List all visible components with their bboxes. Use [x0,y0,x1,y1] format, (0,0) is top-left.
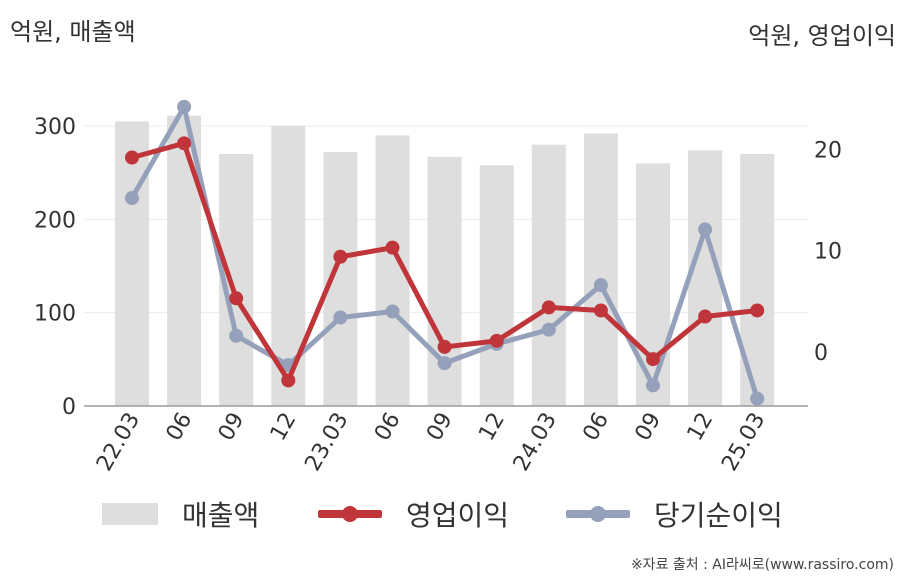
right-tick-label: 0 [814,341,828,366]
operating-income-point [177,136,192,151]
legend-marker-net [590,506,606,522]
x-tick-label: 25.03 [717,409,770,476]
operating-income-point [698,309,713,324]
net-income-point [646,378,660,393]
net-income-point [385,304,400,319]
operating-income-point [541,300,556,315]
source-credit: ※자료 출처 : AI라씨로(www.rassiro.com) [630,557,894,573]
x-tick-label: 06 [162,409,198,446]
left-tick-label: 300 [34,115,76,140]
left-axis-ticks: 0 100 200 300 [34,115,76,420]
net-income-point [437,356,452,371]
left-tick-label: 200 [34,208,76,233]
net-income-point [177,99,192,114]
legend-swatch-net [566,506,630,522]
legend-marker-operating [342,506,358,522]
right-axis-unit: 억원, 영업이익 [748,22,896,50]
net-income-point [333,310,348,325]
revenue-bar [636,163,670,406]
operating-income-series [125,136,765,388]
x-tick-label: 12 [683,409,719,446]
operating-income-point [333,249,348,264]
revenue-bar [479,165,514,406]
operating-income-point [125,150,139,165]
legend-item-operating: 영업이익 [318,490,509,538]
right-tick-label: 10 [814,240,842,265]
x-tick-label: 09 [631,409,667,446]
operating-income-point [437,339,452,354]
operating-income-point [750,303,765,318]
revenue-bars [115,115,775,407]
operating-income-point [229,291,244,306]
left-axis-unit: 억원, 매출액 [10,18,136,46]
x-tick-label: 09 [214,409,250,446]
operating-income-point [385,240,400,255]
operating-income-point [646,352,660,367]
x-tick-label: 22.03 [92,409,145,476]
x-tick-label: 09 [422,409,458,446]
revenue-bar [531,144,566,406]
right-axis-ticks: 0 10 20 [814,138,842,366]
legend-item-revenue: 매출액 [102,490,259,538]
legend-swatch-revenue [102,503,158,525]
x-tick-label: 24.03 [509,409,562,476]
operating-income-point [593,303,608,318]
revenue-bar [583,133,618,407]
x-tick-label: 12 [474,409,510,446]
legend-label-net: 당기순이익 [654,499,783,532]
x-tick-label: 23.03 [300,409,353,476]
operating-income-point [281,373,296,388]
net-income-point [125,191,139,206]
net-income-point [541,322,556,337]
net-income-point [698,222,713,237]
net-income-point [593,278,608,293]
revenue-bar [115,121,149,406]
legend-label-operating: 영업이익 [406,499,510,532]
right-tick-label: 20 [814,138,842,163]
net-income-point [229,328,244,343]
x-tick-label: 06 [370,409,406,446]
legend: 매출액 영업이익 당기순이익 [0,490,908,538]
net-income-point [750,391,765,406]
legend-swatch-operating [318,506,382,522]
left-tick-label: 0 [62,395,76,420]
revenue-bar [688,150,723,406]
x-tick-label: 12 [266,409,302,446]
x-tick-label: 06 [578,409,614,446]
legend-label-revenue: 매출액 [182,499,260,532]
legend-item-net: 당기순이익 [566,490,783,538]
operating-income-point [489,333,504,348]
left-tick-label: 100 [34,302,76,327]
